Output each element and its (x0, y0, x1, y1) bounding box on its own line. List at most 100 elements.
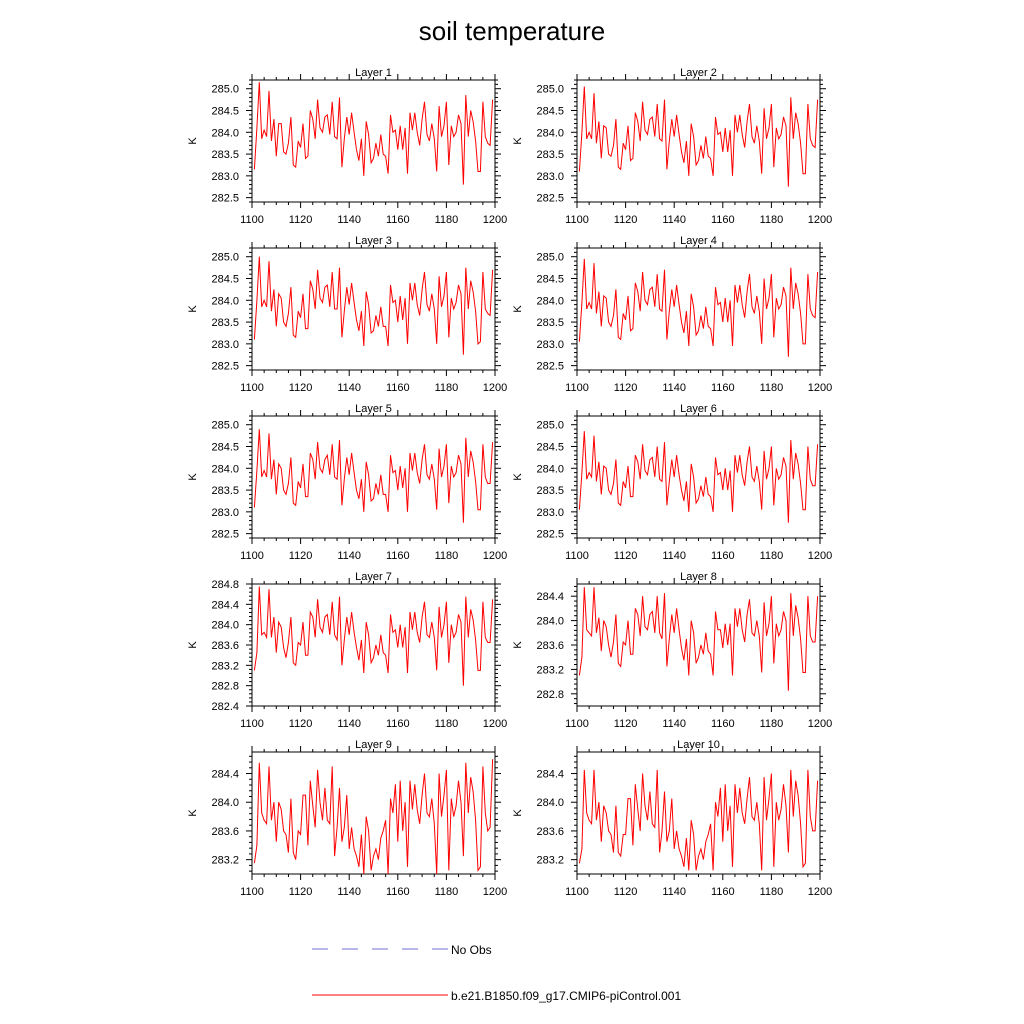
x-tick-label: 1200 (483, 886, 507, 898)
series-line-model (253, 429, 494, 523)
y-tick-label: 283.5 (211, 485, 239, 497)
y-axis-label: K (512, 473, 524, 481)
plot-frame (251, 415, 496, 539)
panel-layer-10: Layer 10 1100 1120 1140 1160 1180 1200 283.2 283… (512, 739, 832, 898)
panel-title: Layer 5 (355, 403, 392, 415)
y-tick-label: 284.0 (211, 463, 239, 475)
x-tick-label: 1200 (808, 718, 832, 730)
y-tick-label: 285.0 (536, 420, 564, 432)
y-tick-label: 282.5 (536, 361, 564, 373)
y-tick-label: 285.0 (536, 84, 564, 96)
x-tick-label: 1160 (386, 718, 410, 730)
x-tick-label: 1160 (711, 550, 735, 562)
y-tick-label: 283.2 (536, 855, 564, 867)
x-tick-label: 1120 (614, 886, 638, 898)
x-tick-label: 1100 (240, 214, 264, 226)
x-tick-label: 1200 (483, 550, 507, 562)
y-tick-label: 284.0 (536, 616, 564, 628)
panel-title: Layer 2 (680, 67, 717, 79)
panels-grid: Layer 1 1100 1120 1140 1160 1180 1200 282.5 283.… (187, 67, 832, 898)
y-tick-label: 284.5 (211, 274, 239, 286)
y-tick-label: 284.8 (211, 579, 239, 591)
x-tick-label: 1140 (337, 550, 361, 562)
y-tick-label: 283.5 (211, 149, 239, 161)
y-tick-label: 283.2 (211, 855, 239, 867)
series-line-model (578, 769, 819, 871)
y-tick-label: 282.5 (536, 529, 564, 541)
legend-item-no-obs: No Obs (312, 943, 492, 957)
y-tick-label: 283.0 (536, 507, 564, 519)
x-tick-label: 1180 (435, 718, 459, 730)
y-tick-label: 283.5 (536, 149, 564, 161)
x-tick-label: 1160 (711, 382, 735, 394)
y-axis-label: K (512, 137, 524, 145)
x-tick-label: 1140 (662, 550, 686, 562)
y-axis-label: K (512, 809, 524, 817)
y-axis-label: K (187, 137, 199, 145)
legend-label-model: b.e21.B1850.f09_g17.CMIP6-piControl.001 (451, 989, 681, 1003)
series-line-model (578, 431, 819, 523)
x-tick-label: 1180 (435, 214, 459, 226)
legend-label-no-obs: No Obs (451, 943, 492, 957)
x-tick-label: 1100 (565, 886, 589, 898)
series-line-model (253, 586, 494, 686)
series-line-model (253, 759, 494, 875)
y-tick-label: 284.5 (211, 106, 239, 118)
x-tick-label: 1120 (614, 718, 638, 730)
x-tick-label: 1100 (565, 214, 589, 226)
x-tick-label: 1180 (760, 214, 784, 226)
y-axis-label: K (512, 641, 524, 649)
y-tick-label: 284.0 (536, 463, 564, 475)
y-tick-label: 284.4 (211, 769, 239, 781)
x-tick-label: 1200 (483, 382, 507, 394)
x-tick-label: 1160 (386, 214, 410, 226)
x-tick-label: 1180 (760, 550, 784, 562)
plot-frame (576, 247, 821, 371)
x-tick-label: 1200 (808, 550, 832, 562)
x-tick-label: 1120 (289, 718, 313, 730)
y-axis-label: K (187, 305, 199, 313)
x-tick-label: 1160 (386, 550, 410, 562)
x-tick-label: 1180 (760, 382, 784, 394)
x-tick-label: 1160 (386, 886, 410, 898)
x-tick-label: 1140 (337, 382, 361, 394)
y-tick-label: 285.0 (211, 252, 239, 264)
y-tick-label: 282.8 (211, 681, 239, 693)
y-tick-label: 283.2 (536, 664, 564, 676)
panel-title: Layer 4 (680, 235, 717, 247)
x-tick-label: 1100 (565, 550, 589, 562)
y-tick-label: 284.0 (536, 797, 564, 809)
x-tick-label: 1140 (662, 382, 686, 394)
legend-item-model: b.e21.B1850.f09_g17.CMIP6-piControl.001 (312, 989, 681, 1003)
y-tick-label: 282.8 (536, 689, 564, 701)
x-tick-label: 1200 (808, 886, 832, 898)
y-tick-label: 284.0 (536, 295, 564, 307)
y-tick-label: 283.5 (211, 317, 239, 329)
x-tick-label: 1160 (386, 382, 410, 394)
x-tick-label: 1160 (711, 214, 735, 226)
panel-layer-2: Layer 2 1100 1120 1140 1160 1180 1200 282.5 283.… (512, 67, 832, 226)
panel-title: Layer 6 (680, 403, 717, 415)
panel-title: Layer 3 (355, 235, 392, 247)
y-tick-label: 283.5 (536, 317, 564, 329)
panel-layer-3: Layer 3 1100 1120 1140 1160 1180 1200 282.5 283.… (187, 235, 507, 394)
x-tick-label: 1140 (662, 718, 686, 730)
y-tick-label: 284.5 (536, 442, 564, 454)
plot-frame (576, 415, 821, 539)
y-tick-label: 283.0 (536, 339, 564, 351)
y-tick-label: 283.0 (211, 171, 239, 183)
panel-title: Layer 9 (355, 739, 392, 751)
y-tick-label: 284.5 (211, 442, 239, 454)
y-tick-label: 282.5 (211, 193, 239, 205)
x-tick-label: 1200 (808, 382, 832, 394)
y-tick-label: 284.0 (211, 295, 239, 307)
x-tick-label: 1160 (711, 886, 735, 898)
series-line-model (578, 86, 819, 187)
x-tick-label: 1100 (565, 382, 589, 394)
y-tick-label: 283.0 (211, 507, 239, 519)
x-tick-label: 1120 (614, 214, 638, 226)
y-tick-label: 283.6 (536, 640, 564, 652)
series-line-model (578, 587, 819, 691)
y-tick-label: 284.5 (536, 106, 564, 118)
